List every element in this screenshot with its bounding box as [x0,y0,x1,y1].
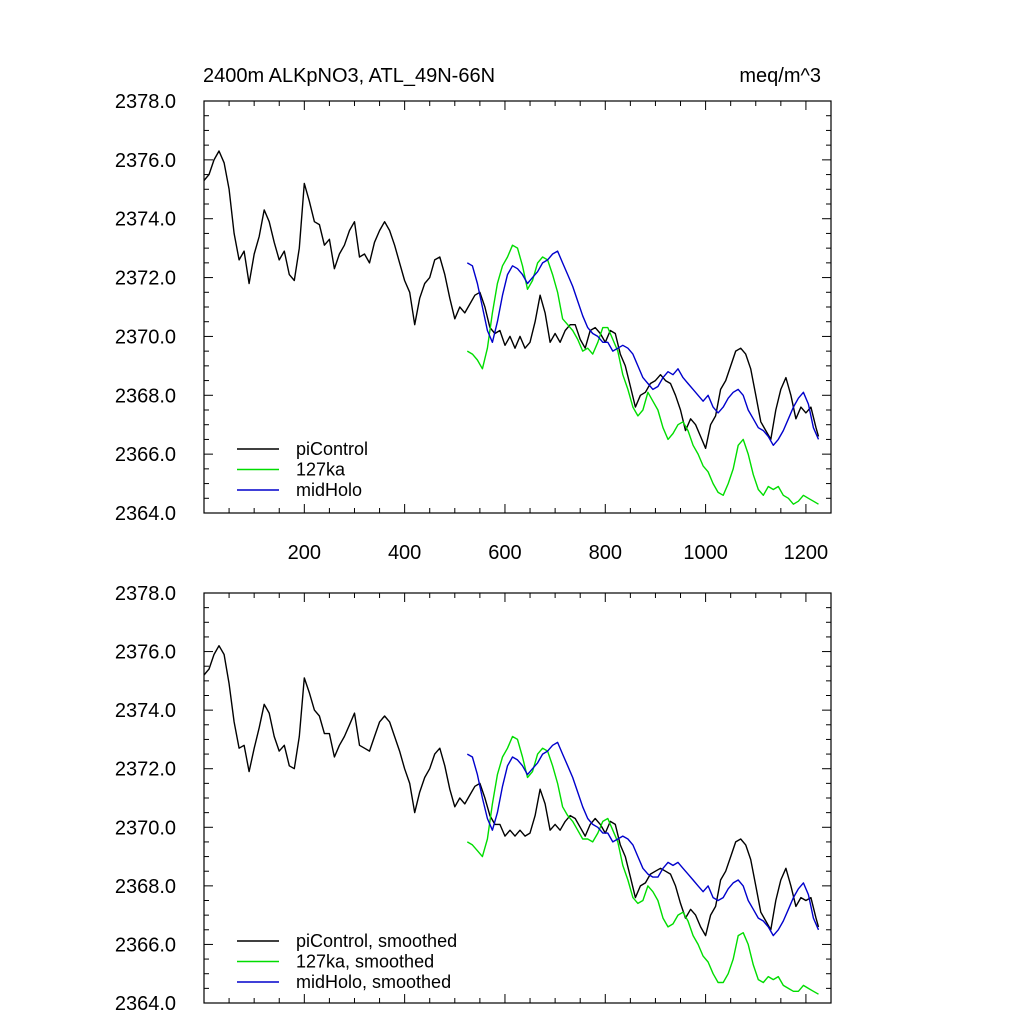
top-panel-title: 2400m ALKpNO3, ATL_49N-66N [203,65,495,87]
top-xtick-label: 1200 [784,542,829,564]
top-legend-label: midHolo [296,480,362,500]
bottom-series-line-127ka [466,735,819,995]
top-legend-label: piControl [296,439,368,459]
bottom-ytick-label: 2378.0 [115,583,176,605]
top-ytick-label: 2376.0 [115,150,176,172]
top-ytick-label: 2364.0 [115,503,176,525]
bottom-ytick-label: 2364.0 [115,993,176,1015]
top-xtick-label: 800 [589,542,622,564]
top-ytick-label: 2368.0 [115,385,176,407]
top-xtick-label: 1000 [683,542,728,564]
top-legend-label: 127ka [296,460,346,480]
top-xtick-label: 600 [488,542,521,564]
bottom-ytick-label: 2372.0 [115,759,176,781]
top-series-group [204,150,820,505]
top-xtick-label: 400 [388,542,421,564]
bottom-series-group [204,645,820,995]
top-ytick-label: 2370.0 [115,326,176,348]
bottom-ytick-label: 2368.0 [115,876,176,898]
top-ytick-label: 2366.0 [115,444,176,466]
bottom-legend-label: piControl, smoothed [296,931,457,951]
bottom-panel: 2364.0 2366.0 2368.0 2370.0 2372.0 2374.0 2376… [115,583,832,1015]
bottom-series-line-picontrol [204,645,820,937]
bottom-ytick-label: 2366.0 [115,934,176,956]
top-ytick-label: 2374.0 [115,209,176,231]
bottom-ytick-label: 2370.0 [115,817,176,839]
bottom-ytick-label: 2374.0 [115,700,176,722]
bottom-series-line-midholo [466,741,820,937]
top-panel-units: meq/m^3 [739,65,821,87]
top-ytick-label: 2378.0 [115,91,176,113]
top-panel: 2400m ALKpNO3, ATL_49N-66N meq/m^3 2364.… [115,65,832,564]
bottom-legend-label: midHolo, smoothed [296,972,451,992]
top-series-line-midholo [466,250,820,446]
bottom-legend-label: 127ka, smoothed [296,952,434,972]
top-xtick-label: 200 [288,542,321,564]
top-series-line-127ka [466,244,819,505]
top-series-line-picontrol [204,150,820,449]
bottom-ytick-label: 2376.0 [115,642,176,664]
top-ytick-label: 2372.0 [115,268,176,290]
